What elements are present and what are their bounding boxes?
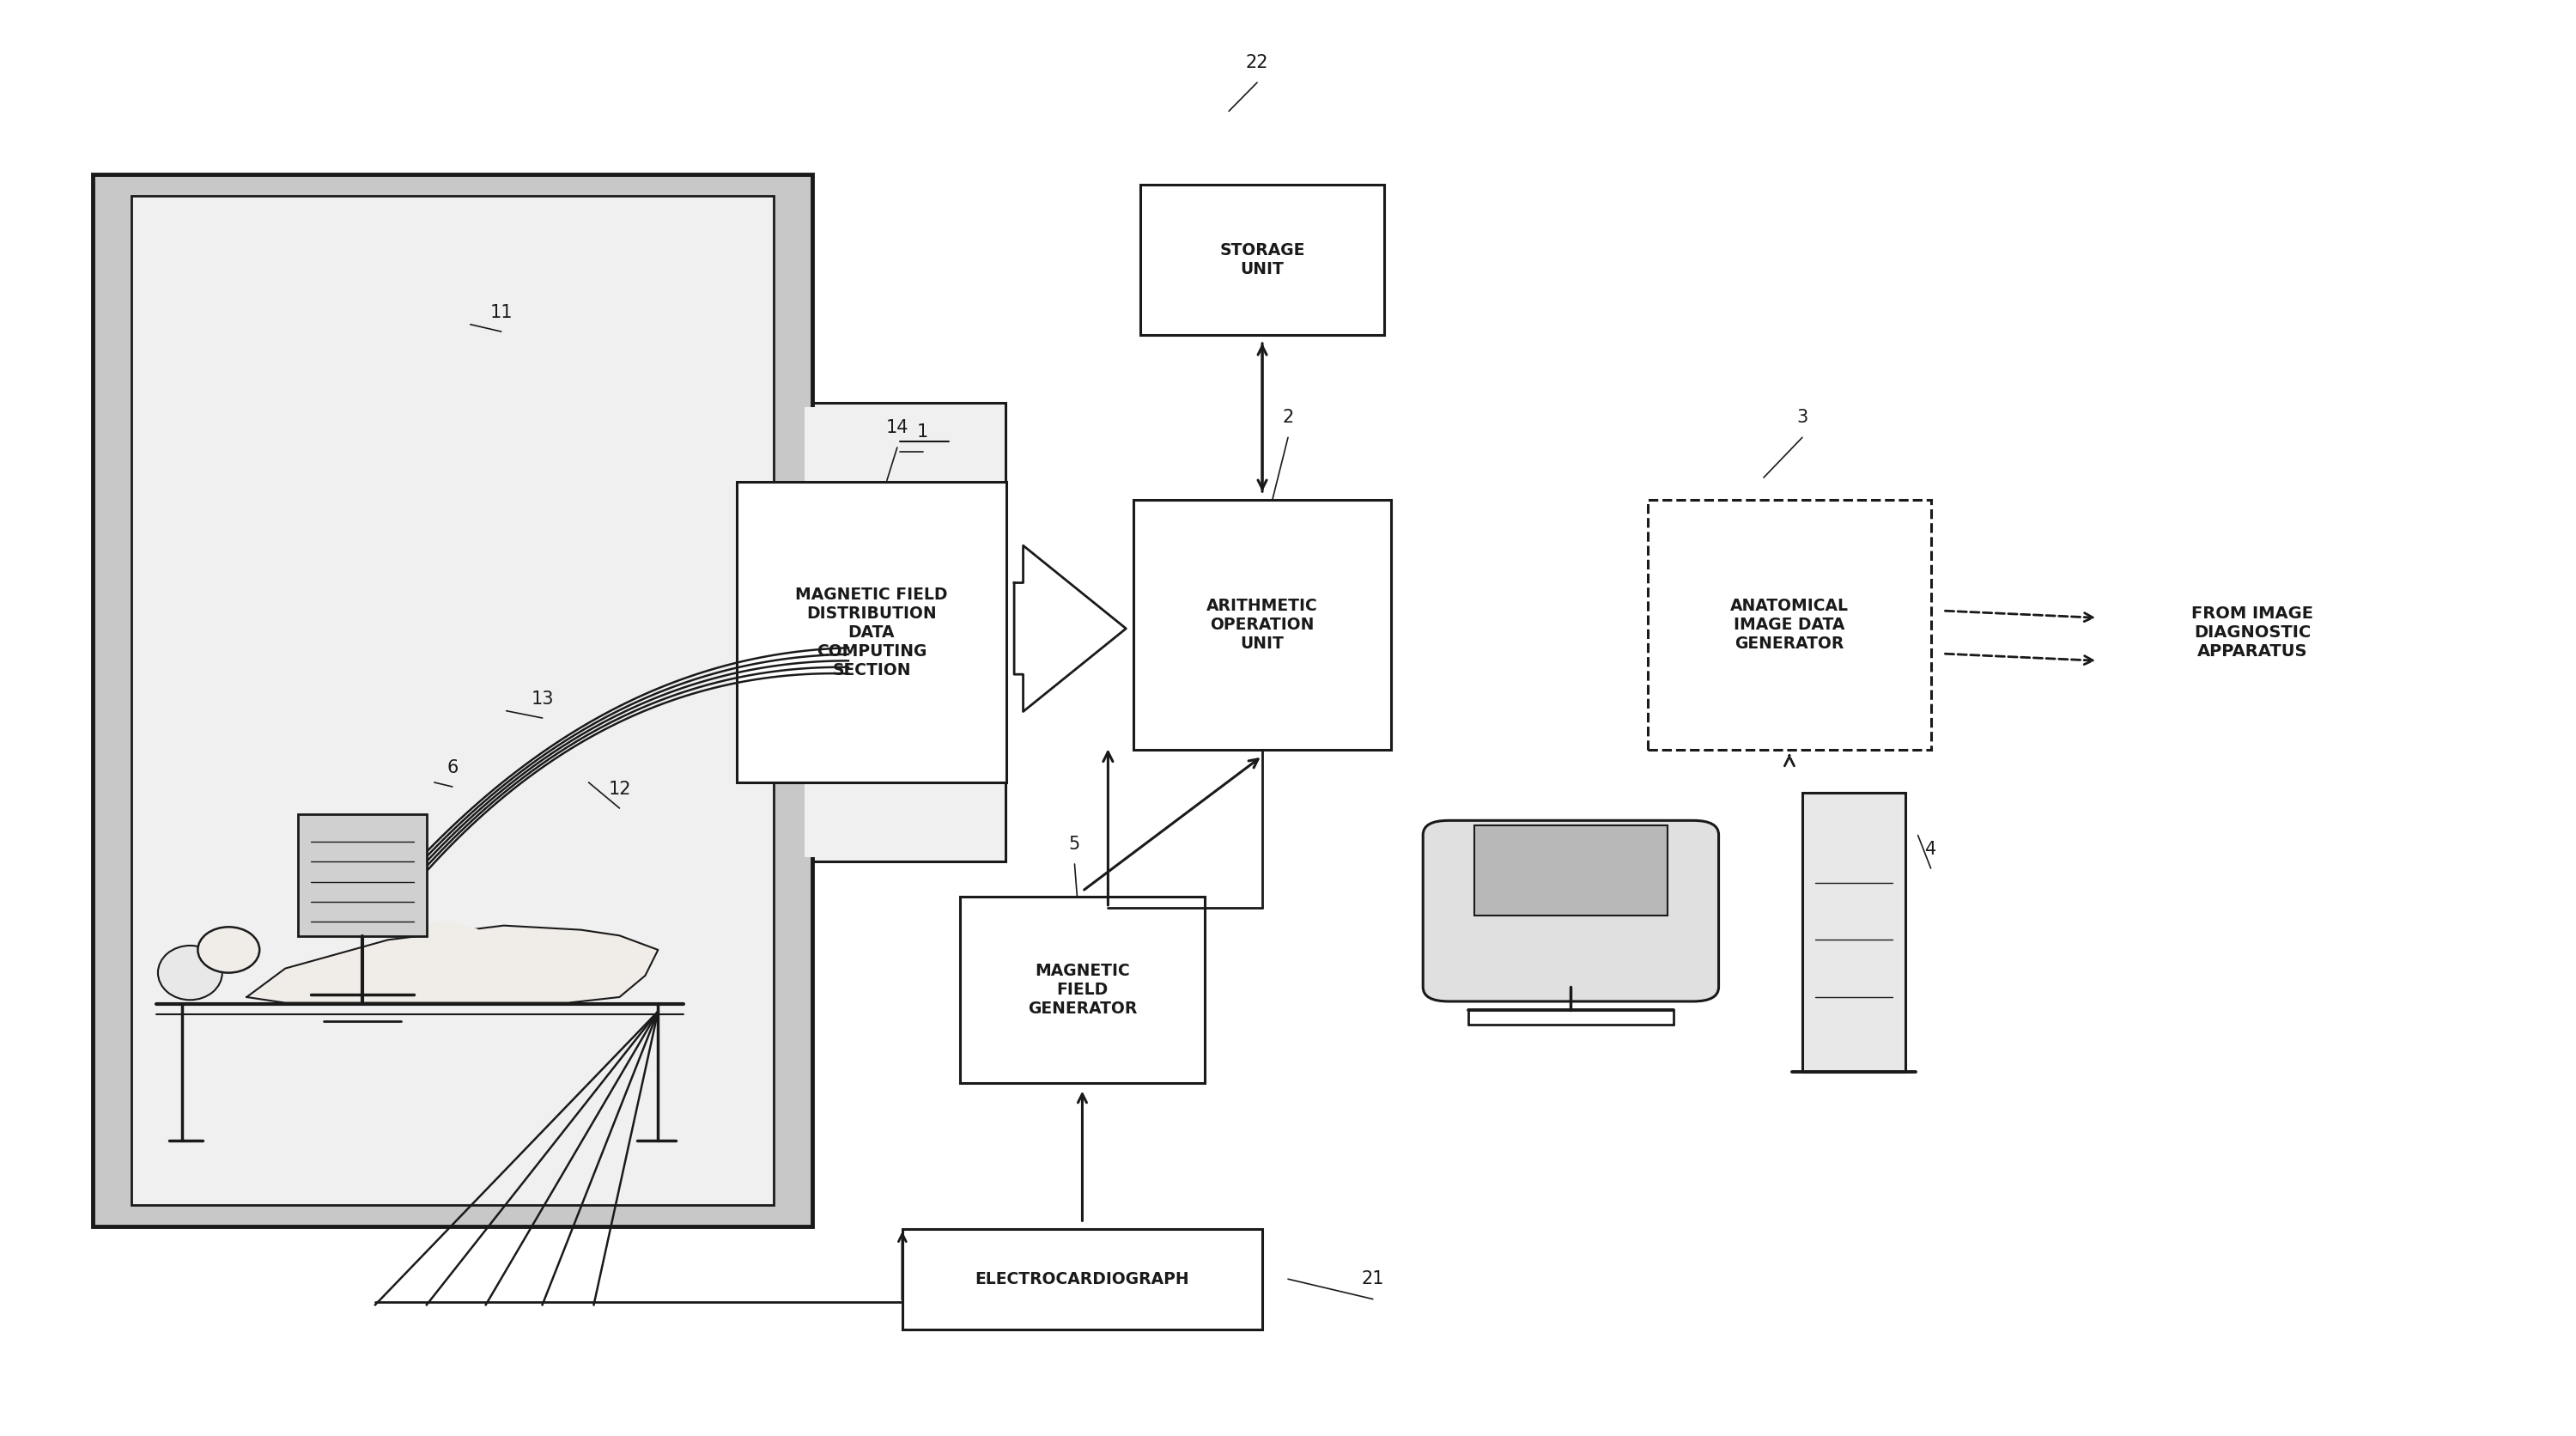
Text: STORAGE
UNIT: STORAGE UNIT	[1218, 243, 1306, 277]
Text: ARITHMETIC
OPERATION
UNIT: ARITHMETIC OPERATION UNIT	[1206, 597, 1319, 652]
Bar	[902, 1229, 1262, 1330]
Text: 3: 3	[1795, 409, 1808, 426]
Text: 22: 22	[1247, 55, 1267, 72]
Bar	[131, 195, 773, 1205]
Bar	[1803, 793, 1906, 1073]
Polygon shape	[247, 926, 657, 1002]
Text: 2: 2	[1283, 409, 1293, 426]
Ellipse shape	[198, 928, 260, 972]
Bar	[1141, 185, 1383, 335]
Text: 5: 5	[1069, 836, 1079, 853]
Bar	[811, 404, 1005, 862]
Text: MAGNETIC
FIELD
GENERATOR: MAGNETIC FIELD GENERATOR	[1028, 964, 1136, 1017]
Text: 1: 1	[917, 424, 927, 441]
Bar	[299, 814, 428, 936]
Bar	[1473, 826, 1667, 916]
Bar	[737, 482, 1007, 783]
Text: 13: 13	[531, 691, 554, 708]
Text: MAGNETIC FIELD
DISTRIBUTION
DATA
COMPUTING
SECTION: MAGNETIC FIELD DISTRIBUTION DATA COMPUTI…	[796, 586, 948, 678]
FancyBboxPatch shape	[1422, 820, 1718, 1001]
Text: FROM IMAGE
DIAGNOSTIC
APPARATUS: FROM IMAGE DIAGNOSTIC APPARATUS	[2192, 605, 2313, 659]
Text: 12: 12	[608, 781, 631, 798]
Ellipse shape	[157, 945, 222, 999]
Bar	[811, 404, 1005, 862]
Bar	[961, 898, 1206, 1083]
Bar	[93, 174, 811, 1226]
Bar	[93, 174, 811, 1226]
Bar	[1649, 500, 1932, 750]
Text: ANATOMICAL
IMAGE DATA
GENERATOR: ANATOMICAL IMAGE DATA GENERATOR	[1731, 597, 1850, 652]
Bar	[1133, 500, 1391, 750]
Text: ELECTROCARDIOGRAPH: ELECTROCARDIOGRAPH	[976, 1271, 1190, 1287]
Bar	[804, 408, 824, 857]
Bar	[131, 195, 773, 1205]
Text: 21: 21	[1363, 1271, 1383, 1288]
Text: 6: 6	[446, 760, 459, 777]
Polygon shape	[1015, 546, 1126, 712]
Text: 14: 14	[886, 419, 909, 437]
Text: 11: 11	[489, 304, 513, 322]
Polygon shape	[337, 922, 479, 939]
Text: 4: 4	[1924, 841, 1937, 859]
